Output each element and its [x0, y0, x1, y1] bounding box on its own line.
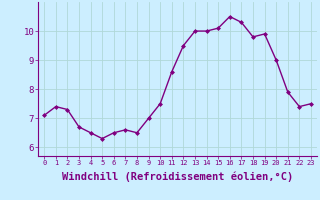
X-axis label: Windchill (Refroidissement éolien,°C): Windchill (Refroidissement éolien,°C) — [62, 172, 293, 182]
